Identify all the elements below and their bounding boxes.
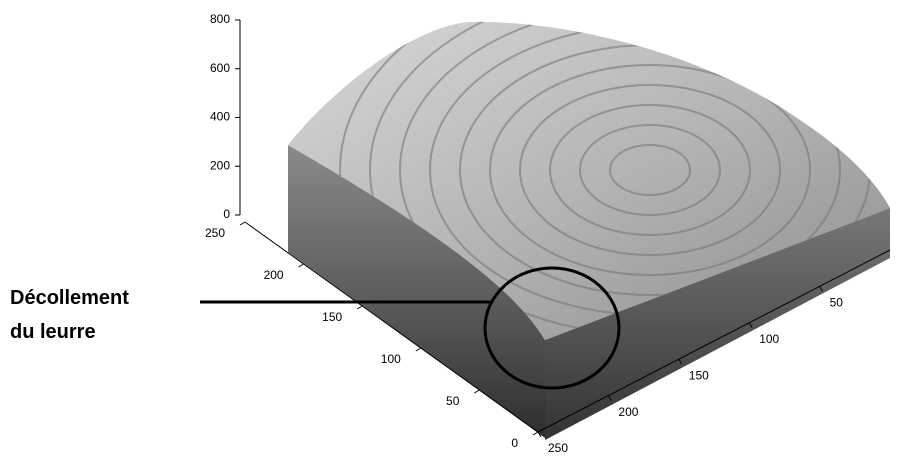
x-tick-label: 100 <box>759 332 779 346</box>
z-tick-label: 0 <box>223 207 230 221</box>
annotation: du leurre <box>10 321 96 343</box>
tick-mark <box>298 263 304 268</box>
y-tick-label: 0 <box>511 436 518 450</box>
tick-mark <box>356 305 363 310</box>
y-tick-label: 200 <box>264 268 284 282</box>
tick-mark <box>474 389 480 394</box>
y-tick-label: 150 <box>322 310 342 324</box>
x-axis <box>537 249 891 433</box>
tick-mark <box>239 221 246 226</box>
z-tick-label: 600 <box>210 61 230 75</box>
x-tick-label: 250 <box>548 441 568 455</box>
y-axis <box>244 221 539 433</box>
y-tick-label: 250 <box>205 226 225 240</box>
tick-mark <box>748 322 753 329</box>
x-tick-label: 200 <box>618 405 638 419</box>
z-tick-label: 400 <box>210 110 230 124</box>
tick-mark <box>678 358 683 365</box>
tick-mark <box>415 347 422 352</box>
z-tick-label: 200 <box>210 158 230 172</box>
x-tick-label: 150 <box>689 368 709 382</box>
annotation: Décollement <box>10 287 129 309</box>
tick-mark <box>532 431 539 436</box>
highlight-circle <box>483 266 621 390</box>
x-tick-label: 50 <box>830 296 844 310</box>
y-tick-label: 50 <box>446 394 460 408</box>
tick-mark <box>537 431 542 438</box>
y-tick-label: 100 <box>381 352 401 366</box>
z-tick-label: 800 <box>210 12 230 26</box>
tick-mark <box>819 286 824 292</box>
tick-mark <box>607 395 612 401</box>
surface <box>288 21 890 440</box>
